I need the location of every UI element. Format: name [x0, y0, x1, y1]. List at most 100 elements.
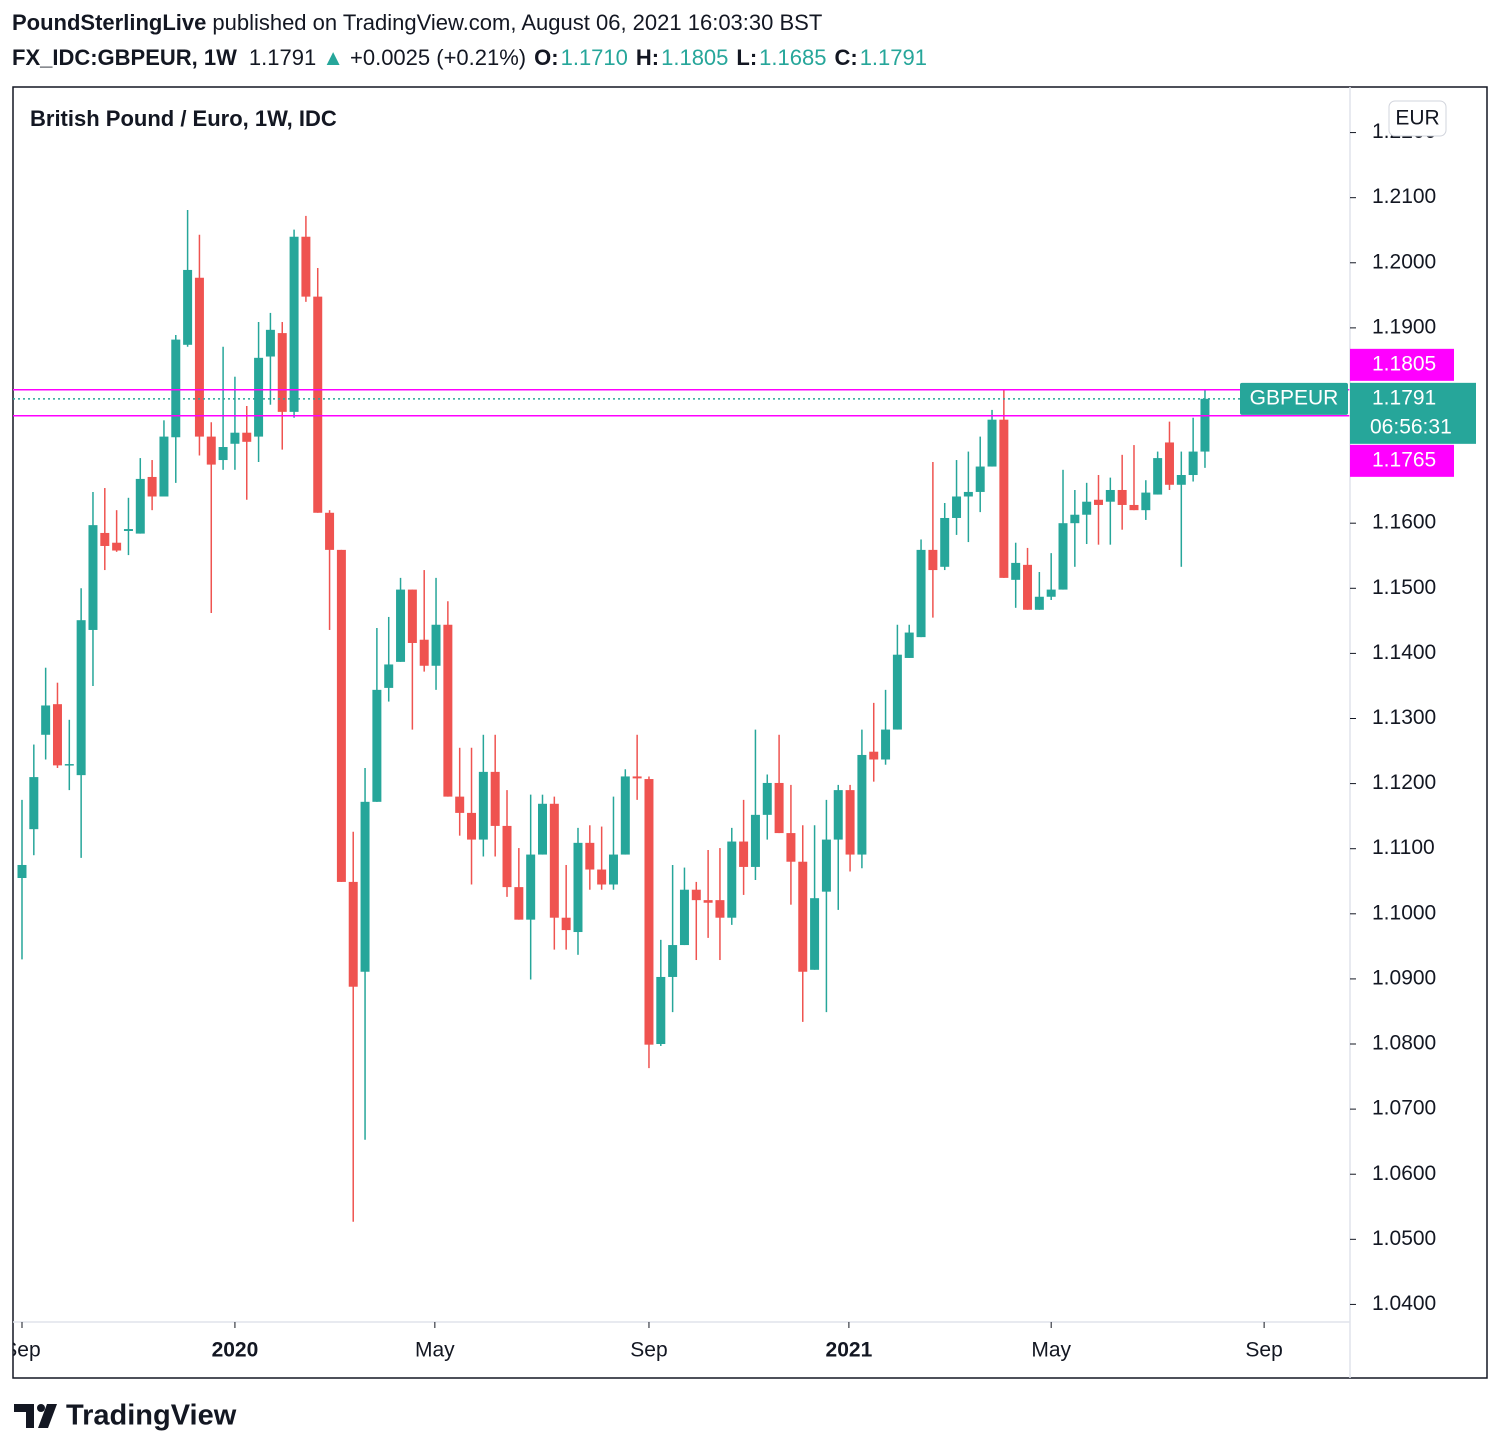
candle-body [467, 812, 477, 840]
candle-body [1129, 504, 1139, 511]
candle-body [526, 854, 536, 920]
candle-body [490, 771, 500, 826]
candle-body [869, 751, 879, 760]
candle-body [230, 432, 240, 444]
x-tick-label: Sep [630, 1339, 667, 1362]
candle-body [632, 776, 642, 779]
candle-body [561, 917, 571, 931]
candle-body [88, 525, 98, 630]
candle-body [739, 841, 749, 867]
price-tags: 1.1805 1.1765 GBPEUR 1.1791 06:56:31 [1240, 348, 1476, 477]
candle-body [301, 236, 311, 297]
candle-body [916, 549, 926, 638]
candle-body [608, 854, 618, 885]
candle-body [123, 529, 133, 532]
candle-body [703, 900, 713, 903]
y-tick-label: 1.1600 [1372, 511, 1436, 534]
x-tick-label: 2021 [826, 1339, 873, 1362]
candle-body [798, 861, 808, 972]
candle-body [52, 704, 62, 766]
currency: EUR [1395, 107, 1439, 130]
level-tag-label: 1.1765 [1372, 448, 1436, 471]
x-tick-label: 2020 [212, 1339, 259, 1362]
logo [14, 1404, 57, 1428]
last-price-label: 1.1791 [1372, 386, 1436, 409]
candle-body [679, 889, 689, 946]
candle-body [502, 825, 512, 888]
candle-body [218, 447, 228, 461]
candle-body [987, 419, 997, 467]
ohlc-value: 1.1710 [561, 45, 628, 70]
chart-frame [12, 86, 1488, 1379]
candle-body [325, 512, 335, 550]
candle-body [1058, 523, 1068, 590]
candle-body [17, 864, 27, 878]
candle-body [1034, 596, 1044, 610]
candle-body [549, 803, 559, 918]
y-tick-label: 1.1900 [1372, 315, 1436, 338]
candle-body [313, 296, 323, 513]
y-tick-label: 1.1100 [1372, 836, 1435, 859]
logo-mark [14, 1404, 34, 1428]
candle-body [1200, 398, 1210, 452]
candle-body [963, 491, 973, 497]
chart-title: British Pound / Euro, 1W, IDC [30, 106, 337, 131]
y-tick-label: 1.1300 [1372, 706, 1436, 729]
candle-body [1117, 489, 1127, 505]
candle-body [289, 236, 299, 412]
candle-body [940, 517, 950, 567]
ohlc-key: C: [834, 45, 857, 70]
last-price-tag [1350, 382, 1476, 444]
symbol-tag [1240, 382, 1348, 415]
candle-body [538, 803, 547, 855]
level-tag-label: 1.1805 [1372, 352, 1436, 375]
candle-body [762, 782, 772, 815]
candle-body [41, 705, 51, 735]
y-tick-label: 1.1200 [1372, 771, 1436, 794]
candle-body [112, 542, 122, 551]
x-tick-label: Sep [1245, 1339, 1282, 1362]
symbol-tag-label: GBPEUR [1250, 386, 1339, 409]
y-tick-label: 1.0400 [1372, 1292, 1436, 1315]
candle-body [135, 478, 145, 534]
level-tag [1350, 348, 1454, 381]
candle-body [455, 796, 465, 813]
candle-body [419, 639, 429, 666]
published: published on TradingView.com, August 06,… [212, 10, 822, 35]
time-axis: Sep 2020 May Sep 2021 May Sep [13, 1322, 1283, 1362]
symbol-line: FX_IDC:GBPEUR, 1W 1.1791 ▲ +0.0025 (+0.21%)… [12, 45, 927, 70]
currency-badge[interactable] [1388, 100, 1447, 137]
candle-body [1023, 564, 1033, 610]
candle-body [206, 436, 216, 465]
y-tick-label: 1.1000 [1372, 901, 1436, 924]
candle-body [1046, 589, 1056, 597]
logo-mark [37, 1404, 45, 1412]
candle-body [727, 841, 737, 918]
candle-body [786, 833, 796, 862]
candle-body [691, 889, 701, 901]
y-tick-label: 1.2100 [1372, 185, 1436, 208]
levels [13, 388, 1350, 417]
candle-body [443, 624, 453, 797]
y-tick-label: 1.2000 [1372, 250, 1436, 273]
candle-body [277, 333, 287, 412]
ohlc-key: O: [534, 45, 558, 70]
candle-body [100, 532, 110, 546]
candle-body [1176, 475, 1186, 485]
y-tick-label: 1.0600 [1372, 1162, 1436, 1185]
candle-body [384, 664, 394, 688]
y-tick-label: 1.0500 [1372, 1227, 1436, 1250]
candle-body [147, 476, 157, 497]
candle-body [1070, 514, 1080, 524]
candle-body [952, 496, 962, 518]
candle-body [821, 839, 831, 892]
candle-body [585, 842, 595, 870]
header-line: PoundSterlingLive published on TradingVie… [12, 10, 822, 35]
candle-body [514, 887, 524, 920]
logo-mark [38, 1404, 57, 1428]
candle-body [833, 790, 843, 840]
x-tick-label: May [415, 1339, 455, 1362]
candle-body [1105, 489, 1115, 502]
candle-body [396, 589, 406, 662]
